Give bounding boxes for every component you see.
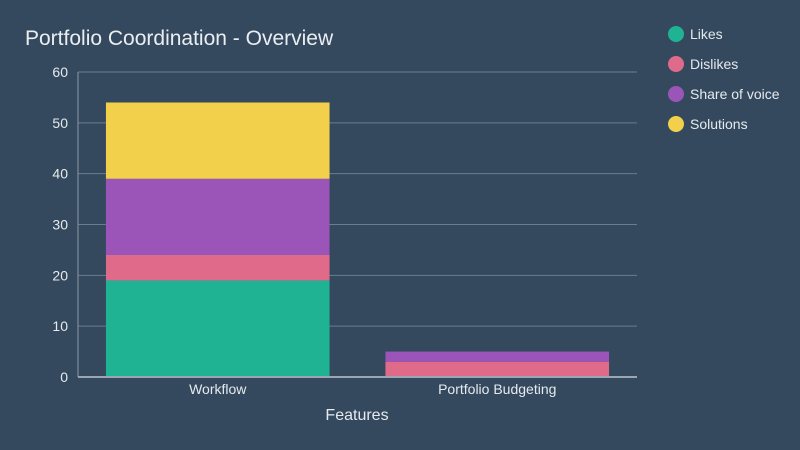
legend-label: Dislikes bbox=[690, 56, 738, 72]
legend-marker bbox=[668, 26, 684, 42]
legend-item[interactable]: Share of voice bbox=[668, 86, 780, 102]
x-tick-label: Workflow bbox=[189, 381, 247, 397]
y-tick-label: 60 bbox=[52, 64, 68, 80]
bar-segment[interactable] bbox=[385, 351, 610, 362]
legend-item[interactable]: Dislikes bbox=[668, 56, 738, 72]
axes: 0 10 20 30 40 50 60 Workflow Portfolio Budgeting bbox=[52, 64, 637, 397]
x-tick-label: Portfolio Budgeting bbox=[438, 381, 556, 397]
legend-marker bbox=[668, 56, 684, 72]
y-tick-label: 50 bbox=[52, 115, 68, 131]
legend-label: Solutions bbox=[690, 116, 748, 132]
x-axis-title: Features bbox=[325, 407, 388, 424]
bars bbox=[105, 102, 610, 377]
legend: Likes Dislikes Share of voice Solutions bbox=[668, 26, 780, 132]
bar-segment[interactable] bbox=[385, 361, 610, 377]
y-tick-label: 40 bbox=[52, 166, 68, 182]
chart-title: Portfolio Coordination - Overview bbox=[25, 27, 334, 50]
bar-segment[interactable] bbox=[105, 102, 330, 179]
legend-label: Likes bbox=[690, 26, 723, 42]
legend-item[interactable]: Solutions bbox=[668, 116, 748, 132]
legend-label: Share of voice bbox=[690, 86, 780, 102]
legend-item[interactable]: Likes bbox=[668, 26, 723, 42]
legend-marker bbox=[668, 86, 684, 102]
y-tick-label: 10 bbox=[52, 318, 68, 334]
y-tick-label: 20 bbox=[52, 267, 68, 283]
y-tick-label: 0 bbox=[60, 369, 68, 385]
y-tick-label: 30 bbox=[52, 217, 68, 233]
legend-marker bbox=[668, 116, 684, 132]
bar-segment[interactable] bbox=[105, 255, 330, 281]
bar-segment[interactable] bbox=[105, 178, 330, 255]
grid-lines bbox=[78, 71, 637, 327]
bar-segment[interactable] bbox=[105, 280, 330, 377]
